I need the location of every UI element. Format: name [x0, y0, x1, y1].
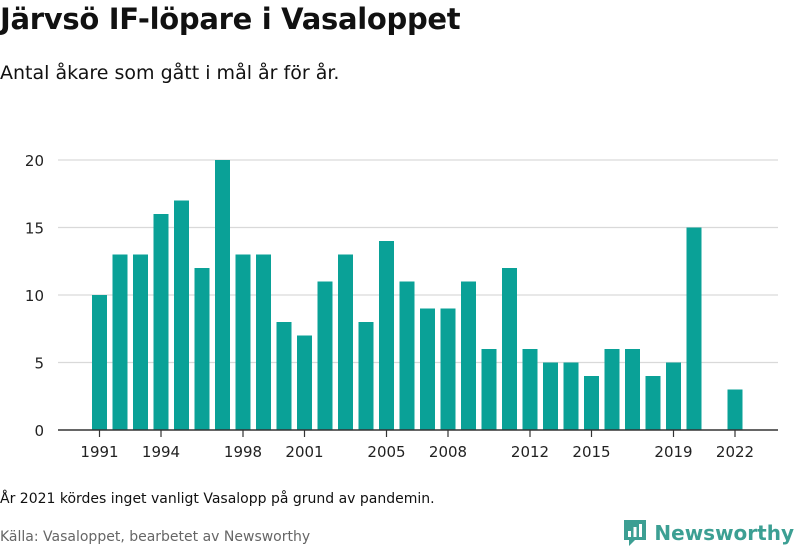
bar-2012 — [522, 349, 538, 430]
y-axis-ticks: 0 5 10 15 20 — [25, 152, 44, 440]
y-tick-label: 20 — [25, 152, 44, 170]
bar-1997 — [215, 160, 230, 430]
bar-2010 — [481, 349, 497, 430]
footnote: År 2021 kördes inget vanligt Vasalopp på… — [0, 491, 435, 507]
x-tick-label: 1991 — [80, 443, 118, 461]
x-tick-label: 1994 — [142, 443, 180, 461]
newsworthy-logo[interactable]: Newsworthy — [622, 518, 794, 548]
bar-1996 — [194, 268, 210, 430]
x-tick-label: 2005 — [367, 443, 405, 461]
x-axis-ticks: 1991 1994 1998 2001 2005 2008 2012 2015 2019 2022 — [80, 430, 754, 461]
bar-2005 — [379, 241, 394, 430]
x-tick-label: 1998 — [224, 443, 262, 461]
bar-1998 — [235, 254, 251, 430]
y-tick-label: 0 — [34, 422, 44, 440]
chart-title: Järvsö IF-löpare i Vasaloppet — [0, 2, 461, 36]
bar-2004 — [358, 322, 374, 430]
y-tick-label: 15 — [25, 220, 44, 238]
bar-1992 — [112, 254, 128, 430]
x-tick-label: 2022 — [716, 443, 754, 461]
x-tick-label: 2001 — [285, 443, 323, 461]
bar-2013 — [543, 362, 558, 430]
bar-2000 — [276, 322, 292, 430]
x-tick-label: 2015 — [572, 443, 610, 461]
source-credit: Källa: Vasaloppet, bearbetet av Newswort… — [0, 529, 311, 545]
bar-2020 — [686, 227, 702, 430]
bar-2006 — [399, 281, 415, 430]
bar-2011 — [502, 268, 517, 430]
bar-2014 — [563, 362, 579, 430]
bar-2016 — [604, 349, 620, 430]
bar-2022 — [727, 389, 743, 430]
bar-1994 — [153, 214, 169, 430]
bar-2002 — [317, 281, 333, 430]
bar-1991 — [92, 295, 107, 430]
x-tick-label: 2019 — [654, 443, 692, 461]
x-tick-label: 2008 — [429, 443, 467, 461]
bar-2009 — [461, 281, 476, 430]
chart-subtitle: Antal åkare som gått i mål år för år. — [0, 62, 340, 84]
brand-name: Newsworthy — [654, 521, 794, 545]
bar-2015 — [584, 376, 599, 430]
bar-1995 — [174, 200, 189, 430]
x-tick-label: 2012 — [511, 443, 549, 461]
bar-2001 — [297, 335, 312, 430]
bar-2003 — [338, 254, 353, 430]
y-tick-label: 5 — [34, 355, 44, 373]
bar-2007 — [420, 308, 435, 430]
bar-2008 — [440, 308, 456, 430]
bar-chart: 0 5 10 15 20 1991 1994 1998 2001 2005 2008 2012 201… — [25, 152, 778, 461]
bar-1999 — [256, 254, 271, 430]
newsworthy-logo-icon — [624, 520, 647, 546]
bar-2019 — [666, 362, 681, 430]
bars — [92, 160, 743, 430]
bar-2017 — [625, 349, 640, 430]
y-tick-label: 10 — [25, 287, 44, 305]
bar-2018 — [645, 376, 661, 430]
bar-1993 — [133, 254, 148, 430]
